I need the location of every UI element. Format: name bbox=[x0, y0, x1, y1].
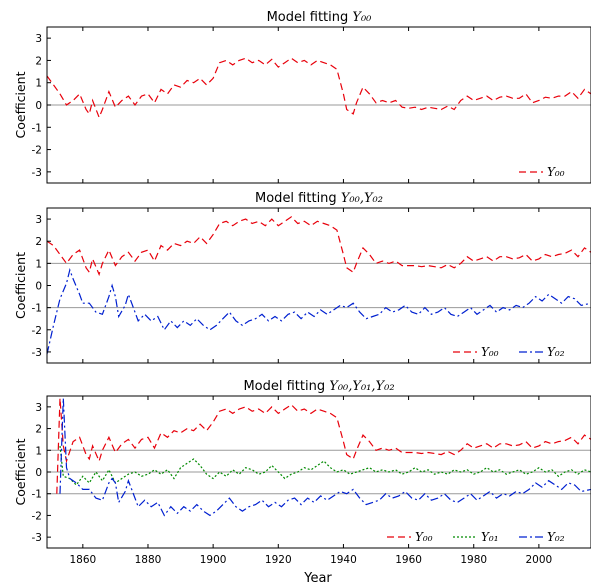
x-tick-label: 1900 bbox=[200, 554, 227, 566]
y-tick-label: 2 bbox=[35, 424, 42, 436]
legend-label: Y₀₂ bbox=[547, 530, 565, 544]
y-axis-label: Coefficient bbox=[13, 71, 28, 138]
y-tick-label: 0 bbox=[35, 467, 42, 479]
y-tick-label: 3 bbox=[35, 33, 42, 45]
y-tick-label: -1 bbox=[32, 489, 42, 501]
y-tick-label: -1 bbox=[32, 122, 42, 134]
x-tick-label: 1920 bbox=[265, 554, 292, 566]
x-tick-label: 1940 bbox=[330, 554, 357, 566]
legend: Y₀₀ Y₀₁ Y₀₂ bbox=[387, 530, 565, 544]
series-line-2 bbox=[59, 445, 591, 486]
y-tick-label: -2 bbox=[32, 325, 42, 337]
series-line-1 bbox=[47, 57, 591, 119]
legend-label: Y₀₁ bbox=[481, 530, 499, 544]
y-tick-label: 1 bbox=[35, 258, 42, 270]
y-tick-label: 0 bbox=[35, 281, 42, 293]
x-tick-label: 1960 bbox=[395, 554, 422, 566]
y-tick-label: 2 bbox=[35, 55, 42, 67]
series-line-3 bbox=[59, 398, 591, 517]
panel-title-prefix: Model fitting bbox=[243, 379, 329, 394]
x-tick-label: 1980 bbox=[460, 554, 487, 566]
y-tick-label: -2 bbox=[32, 145, 42, 157]
series-line-1 bbox=[47, 216, 591, 277]
panel-title-math: Y₀₀ bbox=[352, 10, 372, 25]
y-tick-label: 2 bbox=[35, 236, 42, 248]
chart-panel-1: -3 -2 -1 0 1 2 3 Model fitting Y₀₀ Coefficient Y₀… bbox=[13, 10, 591, 184]
series-line-1 bbox=[56, 398, 591, 494]
y-tick-label: -3 bbox=[32, 347, 42, 359]
y-tick-label: 3 bbox=[35, 402, 42, 414]
y-tick-label: 1 bbox=[35, 78, 42, 90]
x-tick-label: 1880 bbox=[135, 554, 162, 566]
panel-title: Model fitting Y₀₀ bbox=[267, 10, 373, 25]
legend: Y₀₀ Y₀₂ bbox=[453, 345, 565, 359]
panel-title-prefix: Model fitting bbox=[267, 10, 353, 25]
legend: Y₀₀ bbox=[519, 165, 565, 179]
legend-label: Y₀₂ bbox=[547, 345, 565, 359]
y-axis-label: Coefficient bbox=[13, 438, 28, 505]
x-tick-label: 2000 bbox=[526, 554, 553, 566]
panel-title: Model fitting Y₀₀,Y₀₁,Y₀₂ bbox=[243, 379, 394, 394]
panel-title-math: Y₀₀,Y₀₂ bbox=[341, 191, 383, 206]
x-tick-label: 1860 bbox=[69, 554, 96, 566]
y-tick-label: 3 bbox=[35, 214, 42, 226]
y-tick-label: -3 bbox=[32, 532, 42, 544]
plot-frame bbox=[46, 207, 591, 364]
y-tick-label: -3 bbox=[32, 167, 42, 179]
series-line-2 bbox=[47, 267, 591, 355]
x-axis-label: Year bbox=[303, 571, 332, 586]
y-tick-label: 1 bbox=[35, 445, 42, 457]
panel-title-math: Y₀₀,Y₀₁,Y₀₂ bbox=[329, 379, 394, 394]
y-axis-label: Coefficient bbox=[13, 252, 28, 319]
chart-panel-3: -3 -2 -1 0 1 2 3 1860 1880 1900 1920 1940 1960 1980 20… bbox=[13, 379, 591, 566]
panel-title: Model fitting Y₀₀,Y₀₂ bbox=[255, 191, 383, 206]
legend-label: Y₀₀ bbox=[481, 345, 499, 359]
legend-label: Y₀₀ bbox=[415, 530, 433, 544]
chart-panel-2: -3 -2 -1 0 1 2 3 Model fitting Y₀₀,Y₀₂ Coefficie… bbox=[13, 191, 591, 364]
y-tick-label: 0 bbox=[35, 100, 42, 112]
y-tick-label: -1 bbox=[32, 303, 42, 315]
panel-title-prefix: Model fitting bbox=[255, 191, 341, 206]
legend-label: Y₀₀ bbox=[547, 165, 565, 179]
y-tick-label: -2 bbox=[32, 510, 42, 522]
